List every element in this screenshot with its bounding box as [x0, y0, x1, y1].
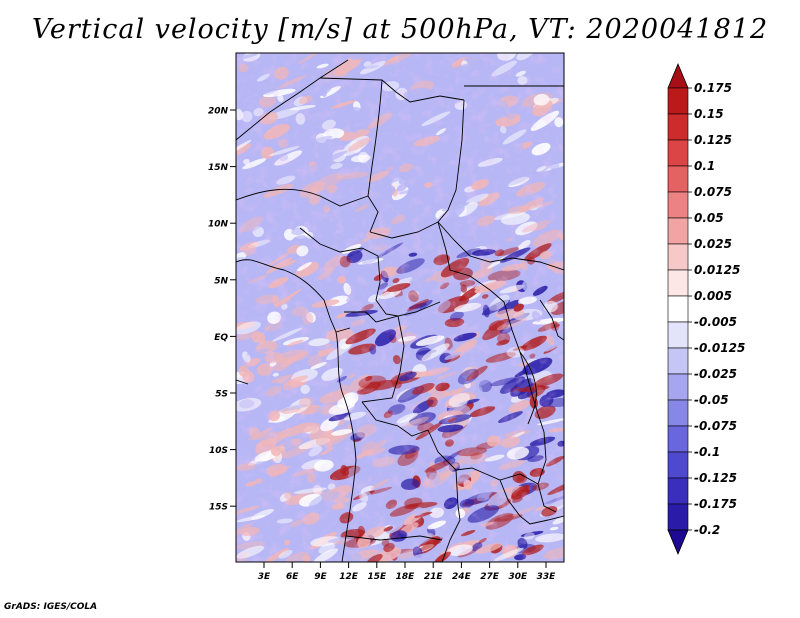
lat-label: 10S: [209, 446, 228, 456]
colorbar-label: -0.05: [694, 393, 729, 407]
colorbar-top-arrow: [667, 62, 689, 89]
lat-label: 10N: [208, 220, 229, 230]
lon-label: 33E: [537, 572, 557, 582]
colorbar-label: -0.025: [694, 367, 737, 381]
velocity-field: [236, 53, 564, 562]
lon-label: 21E: [424, 572, 444, 582]
lon-label: 30E: [508, 572, 528, 582]
country-borders: [236, 59, 564, 562]
lon-label: 6E: [286, 572, 299, 582]
lon-label: 18E: [396, 572, 416, 582]
colorbar-label: -0.125: [694, 471, 737, 485]
colorbar-label: -0.005: [694, 315, 737, 329]
colorbar-segment: [667, 347, 689, 375]
lat-label: 5N: [214, 276, 228, 286]
colorbar-label: -0.075: [694, 419, 737, 433]
longitude-axis: 3E 6E 9E 12E 15E 18E 21E 24E 27E 30E 33E: [258, 562, 556, 582]
colorbar-segment: [667, 191, 689, 219]
lon-label: 12E: [339, 572, 359, 582]
lat-label: 5S: [215, 390, 228, 400]
colorbar-segment: [667, 373, 689, 401]
lat-label: 15N: [208, 163, 229, 173]
colorbar-segment: [667, 217, 689, 245]
colorbar-segment: [667, 321, 689, 349]
lon-label: 15E: [367, 572, 387, 582]
colorbar-label: 0.175: [694, 81, 732, 95]
lon-label: 9E: [314, 572, 327, 582]
colorbar-segment: [667, 295, 689, 323]
map-frame: [235, 52, 565, 563]
colorbar: 0.175 0.15 0.125 0.1 0.075 0.05 0.025 0.0125 0.0…: [667, 62, 745, 556]
map-title: Vertical velocity [m/s] at 500hPa, VT: 2…: [31, 14, 769, 45]
colorbar-segment: [667, 165, 689, 193]
colorbar-segment: [667, 87, 689, 115]
colorbar-segment: [667, 451, 689, 479]
colorbar-segment: [667, 269, 689, 297]
lat-label: EQ: [214, 333, 228, 343]
colorbar-segment: [667, 139, 689, 167]
lon-label: 27E: [480, 572, 500, 582]
colorbar-label: -0.1: [694, 445, 720, 459]
grads-credit: GrADS: IGES/COLA: [4, 602, 98, 612]
colorbar-label: -0.2: [694, 523, 720, 537]
lat-label: 20N: [208, 107, 229, 117]
colorbar-segment: [667, 425, 689, 453]
colorbar-label: 0.1: [694, 159, 715, 173]
colorbar-bottom-arrow: [667, 529, 689, 556]
colorbar-label: 0.15: [694, 107, 724, 121]
colorbar-segment: [667, 399, 689, 427]
colorbar-label: 0.025: [694, 237, 732, 251]
lat-label: 15S: [209, 503, 228, 513]
latitude-axis: 20N 15N 10N 5N EQ 5S 10S 15S: [208, 107, 236, 513]
lon-label: 24E: [452, 572, 472, 582]
colorbar-label: -0.0125: [694, 341, 745, 355]
colorbar-segment: [667, 503, 689, 531]
colorbar-segment: [667, 113, 689, 141]
colorbar-label: 0.075: [694, 185, 732, 199]
colorbar-segment: [667, 243, 689, 271]
colorbar-segment: [667, 477, 689, 505]
colorbar-label: -0.175: [694, 497, 737, 511]
colorbar-label: 0.0125: [694, 263, 740, 277]
colorbar-label: 0.005: [694, 289, 732, 303]
colorbar-label: 0.05: [694, 211, 724, 225]
lon-label: 3E: [258, 572, 271, 582]
colorbar-label: 0.125: [694, 133, 732, 147]
